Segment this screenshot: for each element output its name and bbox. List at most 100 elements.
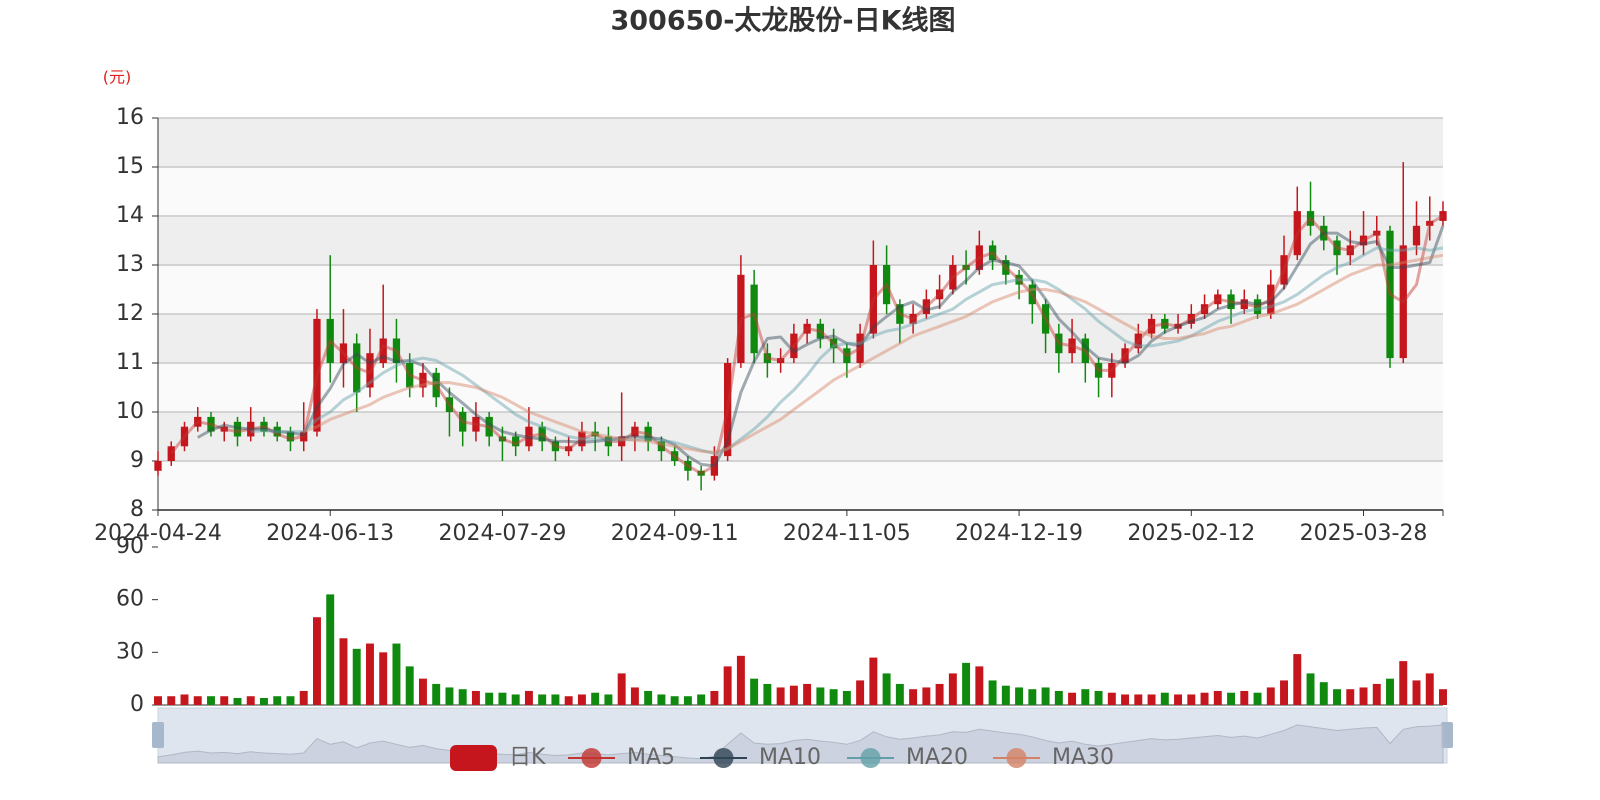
volume-bar: [591, 692, 600, 705]
candle-body: [180, 426, 189, 447]
y-tick-label: 9: [130, 448, 144, 473]
candle-body: [154, 461, 162, 471]
candle-body: [790, 333, 798, 359]
grid-band: [158, 412, 1443, 461]
volume-bar: [683, 696, 692, 705]
volume-bar: [167, 696, 176, 705]
x-tick-label: 2024-11-05: [783, 521, 911, 546]
volume-bar: [1094, 690, 1103, 705]
legend-icon: [450, 745, 497, 771]
volume-bar: [1160, 692, 1169, 705]
volume-bar: [1293, 654, 1302, 705]
volume-bar: [975, 666, 984, 705]
volume-bar: [193, 696, 202, 705]
volume-bar: [1306, 673, 1315, 705]
volume-bar: [922, 687, 931, 705]
candle-body: [618, 436, 626, 447]
volume-bar: [260, 697, 268, 705]
zoom-handle-left[interactable]: [152, 722, 164, 748]
volume-bar: [1333, 689, 1341, 705]
volume-bar: [392, 643, 401, 705]
volume-bar: [657, 694, 666, 705]
legend-label: MA5: [627, 745, 675, 770]
candle-body: [207, 416, 215, 432]
candle-body: [1187, 314, 1195, 324]
candle-body: [167, 446, 175, 461]
candle-body: [644, 426, 652, 442]
volume-bar: [286, 696, 295, 705]
volume-bar: [723, 666, 732, 705]
candle-body: [1121, 348, 1129, 363]
candle-body: [366, 353, 374, 388]
volume-bar: [432, 683, 441, 705]
volume-bar: [246, 696, 255, 705]
volume-bar: [1386, 678, 1394, 705]
volume-bar: [233, 697, 242, 705]
candle-body: [1399, 245, 1407, 359]
volume-bar: [935, 683, 944, 705]
y-axis-unit: (元): [103, 68, 132, 87]
volume-bar: [789, 685, 798, 705]
candle-body: [1253, 299, 1262, 314]
volume-bar: [312, 617, 321, 705]
candle-body: [313, 318, 321, 432]
ma-line: [196, 225, 1445, 468]
volume-bar: [909, 689, 918, 705]
candle-body: [657, 441, 666, 452]
grid-band: [158, 216, 1443, 265]
volume-bar: [1280, 680, 1289, 705]
candle-body: [1214, 294, 1222, 305]
ma-line: [170, 214, 1444, 475]
volume-bar: [1054, 690, 1063, 705]
volume-bar: [1319, 682, 1328, 705]
candle-body: [485, 416, 493, 437]
candle-body: [300, 431, 308, 442]
candle-body: [896, 304, 904, 324]
candle-body: [1174, 323, 1182, 329]
x-tick-label: 2025-03-28: [1300, 521, 1428, 546]
volume-bar: [948, 673, 957, 705]
candle-body: [843, 348, 851, 363]
volume-bar: [154, 696, 162, 705]
candle-body: [459, 412, 467, 432]
volume-bar: [856, 680, 865, 705]
candle-body: [710, 456, 719, 476]
volume-bar: [445, 687, 454, 705]
volume-bar: [1107, 692, 1116, 705]
candle-body: [1280, 255, 1288, 285]
candle-body: [697, 470, 705, 476]
volume-bar: [829, 689, 838, 705]
volume-bar: [1253, 692, 1262, 705]
candle-body: [816, 323, 825, 339]
candle-body: [1439, 211, 1447, 221]
y-tick-label: 14: [116, 203, 144, 228]
candle-body: [1386, 230, 1394, 359]
volume-bar: [220, 696, 229, 705]
volume-bar: [750, 678, 759, 705]
candle-body: [525, 426, 533, 447]
volume-bar: [1068, 692, 1077, 705]
volume-bar: [763, 683, 772, 705]
zoom-handle-right[interactable]: [1441, 722, 1453, 748]
volume-bar: [551, 694, 560, 705]
volume-bar: [1001, 685, 1010, 705]
volume-bar: [471, 690, 480, 705]
candle-body: [1015, 274, 1023, 285]
volume-bar: [1015, 687, 1024, 705]
candle-body: [1134, 333, 1142, 349]
candle-body: [1240, 299, 1248, 310]
volume-bar: [842, 690, 851, 705]
candle-body: [1028, 284, 1036, 305]
x-tick-label: 2024-04-24: [94, 521, 222, 546]
volume-bar: [379, 652, 388, 705]
candle-body: [922, 299, 930, 314]
y-tick-label: 8: [130, 497, 144, 522]
candle-body: [406, 363, 414, 388]
candle-body: [419, 372, 427, 388]
grid-band: [158, 118, 1443, 167]
volume-bar: [1372, 683, 1381, 705]
candle-body: [498, 436, 507, 442]
volume-bar: [962, 662, 971, 705]
candle-body: [988, 245, 997, 261]
